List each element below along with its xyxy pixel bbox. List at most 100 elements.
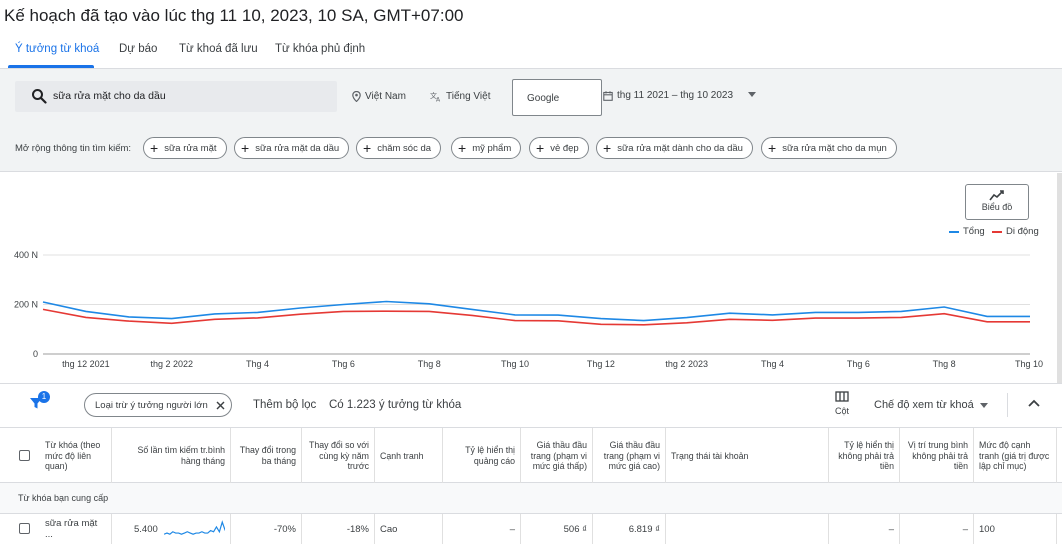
x-tick-label: thg 2 2022 — [150, 359, 193, 369]
tab-negative-keywords[interactable]: Từ khóa phủ định — [275, 43, 366, 55]
avg-searches-cell: 5.400 — [112, 514, 231, 544]
column-header[interactable]: Tỷ lệ hiển thị không phải trả tiền — [829, 428, 900, 484]
plus-icon: + — [768, 140, 777, 156]
legend-item: Di động — [992, 226, 1039, 237]
organic-share-cell: – — [829, 514, 900, 544]
series-line — [42, 308, 1030, 326]
select-all-cell — [0, 428, 40, 484]
columns-button[interactable]: Cột — [835, 391, 849, 416]
table-row[interactable]: sữa rửa mặt ... 5.400 -70% -18% Cao – 50… — [0, 514, 1062, 544]
chart-scrollbar[interactable] — [1057, 173, 1062, 383]
legend-label: Tổng — [963, 226, 985, 237]
x-tick-label: Thg 12 — [587, 359, 615, 369]
location-label: Việt Nam — [365, 91, 406, 102]
line-chart: 400 N 200 N 0 thg 12 2021 thg 2 2022 Thg 4 Thg… — [14, 250, 1043, 369]
x-tick-label: Thg 10 — [1015, 359, 1043, 369]
view-mode-selector[interactable]: Chế độ xem từ khoá — [874, 399, 988, 411]
suggestion-chip[interactable]: + vẻ đẹp — [529, 137, 589, 159]
language-filter[interactable]: 文 A Tiếng Việt — [430, 91, 490, 102]
section-row: Từ khóa bạn cung cấp — [0, 483, 1062, 514]
column-header[interactable]: Vị trí trung bình không phải trả tiền — [900, 428, 974, 484]
trend-icon — [989, 190, 1004, 201]
row-select-cell — [0, 514, 40, 544]
chart-type-button[interactable]: Biểu đồ — [965, 184, 1029, 220]
expand-label: Mở rộng thông tin tìm kiếm: — [15, 143, 132, 154]
plus-icon: + — [150, 140, 159, 156]
plus-icon: + — [363, 140, 372, 156]
idea-count: Có 1.223 ý tưởng từ khóa — [329, 399, 462, 411]
column-header[interactable]: Tỷ lệ hiển thị quảng cáo — [443, 428, 521, 484]
keyword-cell[interactable]: sữa rửa mặt ... — [40, 514, 112, 544]
network-label: Google — [527, 93, 560, 104]
series-line — [42, 300, 1030, 322]
chevron-up-icon[interactable] — [1027, 398, 1041, 408]
yoy-change-cell: -18% — [302, 514, 375, 544]
x-tick-label: thg 2 2023 — [665, 359, 708, 369]
tab-forecast[interactable]: Dự báo — [119, 43, 158, 55]
select-all-checkbox[interactable] — [19, 450, 30, 461]
row-checkbox[interactable] — [19, 523, 30, 534]
language-label: Tiếng Việt — [446, 91, 491, 102]
sparkline-line — [163, 520, 225, 535]
competition-index-cell: 100 — [974, 514, 1057, 544]
column-header[interactable]: Mức độ cạnh tranh (giá trị được lập chỉ … — [974, 428, 1057, 484]
column-header[interactable]: Thay đổi so với cùng kỳ năm trước — [302, 428, 375, 484]
column-header[interactable]: Giá thầu đầu trang (phạm vi mức giá cao) — [593, 428, 666, 484]
y-tick-label: 200 N — [14, 300, 38, 310]
sparkline — [163, 520, 225, 535]
column-header[interactable]: Số lần tìm kiếm tr.bình hàng tháng — [112, 428, 231, 484]
column-header[interactable]: Trạng thái tài khoản — [666, 428, 829, 484]
column-header[interactable]: Giá thầu đầu trang (phạm vi mức giá thấp… — [521, 428, 593, 484]
account-status-cell — [666, 514, 829, 544]
filter-chip[interactable]: Loại trừ ý tưởng người lớn — [84, 393, 232, 417]
y-tick-label: 0 — [33, 349, 38, 359]
chip-label: sữa rửa mặt dành cho da dầu — [617, 142, 743, 154]
suggestion-chip[interactable]: + sữa rửa mặt dành cho da dầu — [596, 137, 753, 159]
chevron-down-icon — [979, 402, 988, 408]
table-header: Từ khóa (theo mức độ liên quan) Số lần t… — [0, 427, 1062, 484]
search-panel: sữa rửa mặt cho da dầu Việt Nam 文 A Tiến… — [0, 68, 1062, 124]
legend-label: Di động — [1006, 226, 1039, 237]
section-label: Từ khóa bạn cung cấp — [18, 493, 109, 503]
x-tick-label: Thg 6 — [332, 359, 355, 369]
add-filter-button[interactable]: Thêm bộ lọc — [253, 399, 317, 411]
close-icon[interactable] — [216, 401, 225, 410]
x-tick-label: thg 12 2021 — [62, 359, 110, 369]
bid-low-cell: 506 ₫ — [521, 514, 593, 544]
suggestion-chip[interactable]: + mỹ phẩm — [451, 137, 522, 159]
column-header[interactable]: Từ khóa (theo mức độ liên quan) — [40, 428, 112, 484]
suggestion-chip[interactable]: + sữa rửa mặt cho da mụn — [761, 137, 897, 159]
date-range-label: thg 11 2021 – thg 10 2023 — [617, 90, 734, 101]
column-header[interactable]: Thay đổi trong ba tháng — [231, 428, 302, 484]
filter-chip-label: Loại trừ ý tưởng người lớn — [95, 399, 208, 411]
tab-saved-keywords[interactable]: Từ khoá đã lưu — [179, 43, 258, 55]
view-mode-label: Chế độ xem từ khoá — [874, 399, 974, 411]
chip-label: sữa rửa mặt cho da mụn — [782, 142, 887, 154]
search-input[interactable]: sữa rửa mặt cho da dầu — [15, 81, 337, 112]
location-filter[interactable]: Việt Nam — [352, 91, 406, 102]
column-header[interactable]: Cạnh tranh — [375, 428, 443, 484]
avg-searches-value: 5.400 — [134, 523, 158, 535]
chip-label: mỹ phẩm — [472, 142, 512, 154]
divider — [1007, 393, 1008, 417]
suggestion-chip[interactable]: + sữa rửa mặt — [143, 137, 227, 159]
columns-icon — [835, 391, 849, 402]
suggestion-chip[interactable]: + chăm sóc da — [356, 137, 442, 159]
trend-chart: 400 N 200 N 0 thg 12 2021 thg 2 2022 Thg 4 Thg… — [0, 173, 1062, 383]
active-tab-indicator — [8, 65, 94, 68]
chevron-down-icon[interactable] — [748, 92, 756, 97]
x-tick-label: Thg 8 — [933, 359, 956, 369]
y-tick-label: 400 N — [14, 250, 38, 260]
x-tick-label: Thg 10 — [501, 359, 529, 369]
date-range-selector[interactable]: thg 11 2021 – thg 10 2023 — [603, 90, 733, 101]
plus-icon: + — [536, 140, 545, 156]
location-pin-icon — [352, 91, 361, 102]
tab-keyword-ideas[interactable]: Ý tưởng từ khoá — [15, 43, 100, 55]
three-month-change-cell: -70% — [231, 514, 302, 544]
expand-search-row: Mở rộng thông tin tìm kiếm: + sữa rửa mặt… — [0, 124, 1062, 172]
network-selector[interactable]: Google — [512, 79, 602, 116]
x-tick-label: Thg 4 — [761, 359, 784, 369]
filter-count-badge: 1 — [38, 391, 50, 403]
suggestion-chip[interactable]: + sữa rửa mặt da dầu — [234, 137, 350, 159]
chip-label: sữa rửa mặt da dầu — [255, 142, 340, 154]
